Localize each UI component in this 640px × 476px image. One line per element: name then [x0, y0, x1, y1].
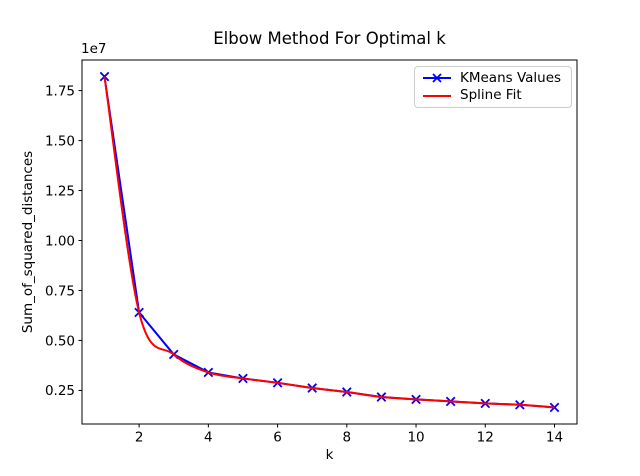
y-tick-label: 1.75 [45, 83, 75, 99]
legend-entry-spline: Spline Fit [421, 87, 565, 104]
legend-entry-kmeans: KMeans Values [421, 70, 565, 87]
x-tick-label: 14 [546, 430, 563, 446]
x-tick-label: 2 [135, 430, 144, 446]
y-tick-label: 1.00 [45, 233, 75, 249]
y-tick-label: 1.50 [45, 133, 75, 149]
x-tick-label: 4 [204, 430, 213, 446]
legend-label-spline: Spline Fit [460, 87, 522, 104]
y-tick-label: 0.75 [45, 283, 75, 299]
legend-label-kmeans: KMeans Values [460, 69, 562, 86]
chart-title: Elbow Method For Optimal k [213, 29, 446, 48]
y-tick-label: 1.25 [45, 183, 75, 199]
x-tick-label: 8 [343, 430, 352, 446]
legend-sample-kmeans [423, 73, 451, 83]
y-axis-label: Sum_of_squared_distances [20, 150, 36, 334]
axes-frame [81, 59, 578, 425]
x-tick-label: 12 [477, 430, 494, 446]
x-tick-label: 6 [273, 430, 282, 446]
x-axis-label: k [325, 447, 334, 463]
y-tick-label: 0.50 [45, 333, 75, 349]
series-line-0 [103, 76, 555, 409]
legend-sample-spline [423, 94, 451, 97]
y-tick-label: 0.25 [45, 383, 75, 399]
x-marker-icon [432, 73, 442, 83]
x-tick-label: 10 [407, 430, 424, 446]
legend: KMeans Values Spline Fit [414, 66, 572, 108]
y-axis-offset-text: 1e7 [81, 41, 107, 57]
series-line-1 [103, 76, 555, 409]
